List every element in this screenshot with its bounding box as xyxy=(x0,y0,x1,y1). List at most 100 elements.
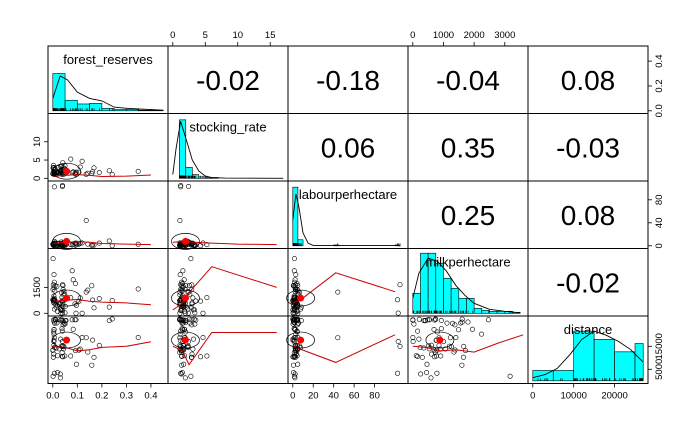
scatter-point xyxy=(135,286,141,292)
scatter-point xyxy=(189,322,195,328)
scatter-point xyxy=(186,310,192,316)
scatter-point xyxy=(178,328,184,334)
scatter-point xyxy=(290,336,296,342)
scatter-point xyxy=(177,335,183,341)
scatter-point xyxy=(444,320,450,326)
scatter-point xyxy=(177,331,183,337)
scatter-point xyxy=(293,331,299,337)
panel-border xyxy=(407,315,529,384)
scatter-point xyxy=(189,240,195,246)
scatter-point xyxy=(291,268,297,274)
correlation-value: -0.02 xyxy=(556,267,620,298)
histogram-bar xyxy=(198,176,206,179)
scatter-point xyxy=(191,336,197,342)
y-tick-label: 1500 xyxy=(32,277,43,298)
scatter-point xyxy=(431,326,437,332)
scatter-point xyxy=(294,301,300,307)
scatter-point xyxy=(72,240,78,246)
panel-border xyxy=(527,315,649,384)
scatter-point xyxy=(182,310,188,316)
density-curve xyxy=(172,121,284,179)
x-tick-label: 10 xyxy=(232,30,243,41)
scatter-point xyxy=(434,370,440,376)
x-tick-label: 0 xyxy=(290,391,295,402)
histogram-bar xyxy=(593,339,615,382)
scatter-point xyxy=(180,320,186,326)
scatter-point xyxy=(51,279,57,285)
scatter-point xyxy=(461,343,467,349)
variable-label: distance xyxy=(564,322,612,337)
scatter-point xyxy=(50,256,56,262)
scatter-point xyxy=(54,170,60,176)
scatter-point xyxy=(50,286,56,292)
scatter-point xyxy=(292,353,298,359)
scatter-point xyxy=(50,347,56,353)
scatter-point xyxy=(91,305,97,311)
scatter-point xyxy=(410,338,416,344)
scatter-point xyxy=(204,242,210,248)
scatter-point xyxy=(52,288,58,294)
scatter-point xyxy=(59,183,65,189)
x-tick-label: 20000 xyxy=(601,391,627,402)
scatter-point xyxy=(410,334,416,340)
scatter-point xyxy=(479,331,485,337)
scatter-point xyxy=(298,304,304,310)
scatter-point xyxy=(292,347,298,353)
density-curve xyxy=(532,330,644,379)
scatter-point xyxy=(189,351,195,357)
x-tick-label: 15 xyxy=(265,30,276,41)
scatter-point xyxy=(76,298,82,304)
scatter-point xyxy=(179,353,185,359)
scatter-point xyxy=(189,287,195,293)
scatter-point xyxy=(83,289,89,295)
x-tick-label: 2000 xyxy=(464,30,485,41)
scatter-point xyxy=(198,243,204,249)
scatter-point xyxy=(292,371,298,377)
scatter-point xyxy=(178,301,184,307)
scatter-point xyxy=(54,320,60,326)
scatter-point xyxy=(290,283,296,289)
scatter-point xyxy=(50,165,56,171)
scatter-point xyxy=(204,295,210,301)
scatter-point xyxy=(397,282,403,288)
scatter-point xyxy=(433,316,439,322)
scatter-point xyxy=(53,304,59,310)
histogram-bar xyxy=(466,297,475,314)
scatter-point xyxy=(452,322,458,328)
density-curve xyxy=(52,75,164,111)
histogram-bar xyxy=(435,262,444,314)
scatter-point xyxy=(69,268,75,274)
scatter-point xyxy=(424,370,430,376)
scatter-point xyxy=(294,328,300,334)
scatter-point xyxy=(177,310,183,316)
scatter-point xyxy=(294,308,300,314)
scatter-point xyxy=(186,316,192,322)
scatter-point xyxy=(182,375,188,381)
scatter-point xyxy=(294,287,300,293)
scatter-point xyxy=(62,310,68,316)
scatter-point xyxy=(293,349,299,355)
y-tick-label: 5 xyxy=(32,157,43,162)
scatter-point xyxy=(62,303,68,309)
scatter-point xyxy=(96,296,102,302)
scatter-point xyxy=(72,301,78,307)
y-tick-label: 5000 xyxy=(654,359,665,380)
scatter-point xyxy=(291,339,297,345)
histogram-bar xyxy=(89,103,103,112)
scatter-point xyxy=(507,373,513,379)
scatter-point xyxy=(72,317,78,323)
scatter-point xyxy=(191,307,197,313)
correlation-ellipse xyxy=(171,331,200,349)
correlation-value: 0.25 xyxy=(441,200,496,231)
scatter-point xyxy=(50,354,56,360)
scatter-point xyxy=(431,354,437,360)
scatter-point xyxy=(291,337,297,343)
scatter-point xyxy=(179,319,185,325)
mean-marker xyxy=(181,336,189,344)
scatter-point xyxy=(180,283,186,289)
scatter-point xyxy=(69,317,75,323)
scatter-point xyxy=(291,373,297,379)
scatter-point xyxy=(182,353,188,359)
scatter-point xyxy=(290,370,296,376)
